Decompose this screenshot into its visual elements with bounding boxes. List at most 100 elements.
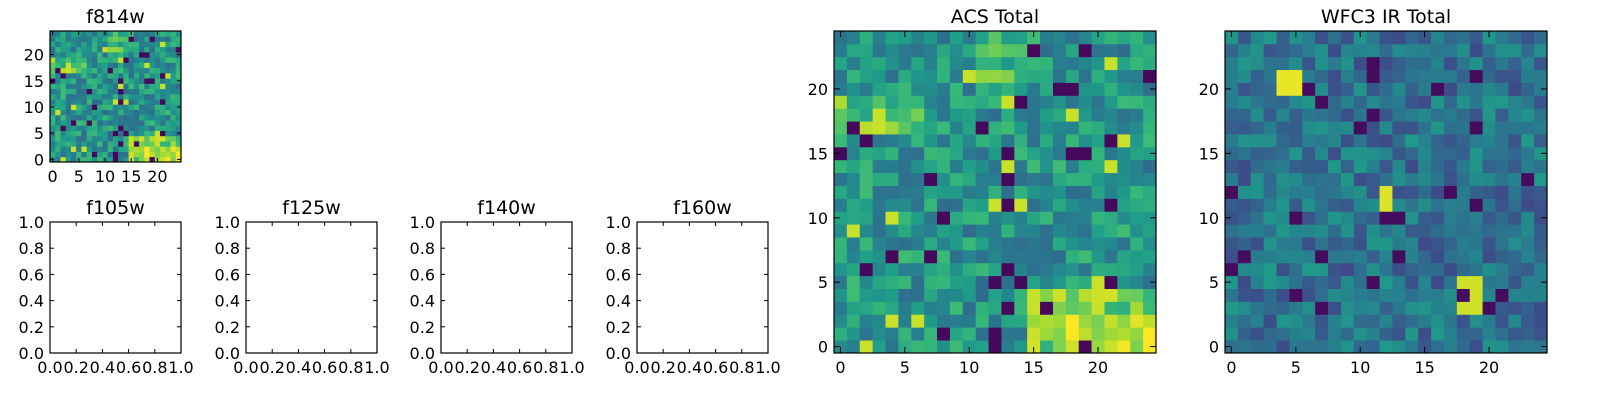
heatmap-cell <box>107 93 114 100</box>
heatmap-cell <box>872 159 886 174</box>
y-tick-label: 1.0 <box>215 213 240 232</box>
heatmap-cell <box>1078 56 1092 71</box>
heatmap-cell <box>1482 108 1496 122</box>
heatmap-cell <box>86 120 93 126</box>
heatmap-cell <box>133 51 140 58</box>
heatmap-cell <box>859 224 874 238</box>
heatmap-cell <box>1366 121 1380 135</box>
heatmap-cell <box>949 185 964 199</box>
heatmap-cell <box>1379 56 1393 71</box>
heatmap-cell <box>1225 288 1239 302</box>
heatmap-cell <box>170 51 177 58</box>
heatmap-cell <box>1482 262 1496 277</box>
heatmap-cell <box>975 69 989 83</box>
heatmap-cell <box>1508 69 1522 83</box>
x-tick-label: 15 <box>1414 358 1434 377</box>
heatmap-cell <box>1469 211 1483 225</box>
heatmap-cell <box>885 146 899 161</box>
heatmap-cell <box>1315 43 1329 58</box>
heatmap-cell <box>1353 159 1368 174</box>
heatmap-cell <box>97 31 103 37</box>
heatmap-cell <box>60 46 67 53</box>
heatmap-cell <box>1302 121 1316 135</box>
heatmap-cell <box>1001 134 1015 148</box>
heatmap-cell <box>144 62 150 69</box>
heatmap-cell <box>65 72 72 79</box>
heatmap-cell <box>65 120 72 126</box>
heatmap-cell <box>1366 327 1380 341</box>
heatmap-cell <box>144 41 150 48</box>
heatmap-cell <box>1143 43 1157 58</box>
heatmap-cell <box>70 109 77 116</box>
heatmap-cell <box>1418 69 1432 83</box>
heatmap-cell <box>885 198 899 212</box>
heatmap-cell <box>1315 56 1329 71</box>
heatmap-cell <box>1508 146 1522 161</box>
x-tick-label: 0.8 <box>338 358 363 377</box>
heatmap-cell <box>962 224 977 238</box>
heatmap-cell <box>165 135 171 142</box>
heatmap-cell <box>1405 69 1419 83</box>
heatmap-cell <box>1495 288 1509 302</box>
heatmap-cell <box>97 135 103 142</box>
heatmap-cell <box>1340 134 1355 148</box>
heatmap-cell <box>170 99 177 105</box>
heatmap-cell <box>86 141 93 147</box>
heatmap-cell <box>1392 43 1406 58</box>
x-tick-label: 0.0 <box>37 358 62 377</box>
heatmap-cell <box>1052 327 1067 341</box>
y-tick-label: 0.6 <box>19 265 44 284</box>
heatmap-cell <box>1340 275 1355 289</box>
heatmap-cell <box>1469 327 1483 341</box>
heatmap-cell <box>1040 95 1054 109</box>
heatmap-cell <box>128 67 135 74</box>
heatmap-cell <box>1302 159 1316 174</box>
heatmap-cell <box>102 88 109 95</box>
heatmap-cell <box>1143 314 1157 328</box>
heatmap-cell <box>139 88 145 95</box>
heatmap-cell <box>924 224 938 238</box>
heatmap-cell <box>1276 262 1290 277</box>
x-tick-label: 0.6 <box>703 358 728 377</box>
heatmap-cell <box>81 51 88 58</box>
heatmap-cell <box>872 198 886 212</box>
heatmap-cell <box>924 262 938 277</box>
heatmap-cell <box>118 125 124 131</box>
heatmap-cell <box>1456 146 1471 161</box>
heatmap-cell <box>170 46 177 53</box>
heatmap-cell <box>1250 198 1265 212</box>
heatmap-cell <box>859 82 874 96</box>
heatmap-cell <box>1508 185 1522 199</box>
heatmap-cell <box>911 262 925 277</box>
heatmap-cell <box>112 46 119 53</box>
heatmap-cell <box>50 151 56 158</box>
heatmap-cell <box>1418 31 1432 45</box>
heatmap-cell <box>70 125 77 131</box>
heatmap-cell <box>81 151 88 158</box>
heatmap-cell <box>1405 198 1419 212</box>
heatmap-cell <box>885 327 899 341</box>
heatmap-cell <box>1315 275 1329 289</box>
heatmap-cell <box>1014 198 1028 212</box>
heatmap-cell <box>872 340 886 354</box>
heatmap-cell <box>1104 31 1118 45</box>
heatmap-cell <box>1237 198 1252 212</box>
heatmap-cell <box>1237 224 1252 238</box>
heatmap-cell <box>1276 340 1290 354</box>
heatmap-cell <box>1482 146 1496 161</box>
heatmap-cell <box>144 125 150 131</box>
heatmap-cell <box>160 83 166 90</box>
heatmap-cell <box>160 146 166 152</box>
heatmap-cell <box>81 120 88 126</box>
heatmap-cell <box>1027 211 1041 225</box>
x-tick-label: 0 <box>835 358 845 377</box>
heatmap-cell <box>86 114 93 121</box>
heatmap-cell <box>1104 172 1118 186</box>
heatmap-cell <box>872 275 886 289</box>
heatmap-cell <box>872 211 886 225</box>
heatmap-cell <box>154 72 161 79</box>
heatmap-cell <box>1340 56 1355 71</box>
heatmap-cell <box>949 314 964 328</box>
heatmap-cell <box>128 36 135 42</box>
heatmap-cell <box>834 134 848 148</box>
